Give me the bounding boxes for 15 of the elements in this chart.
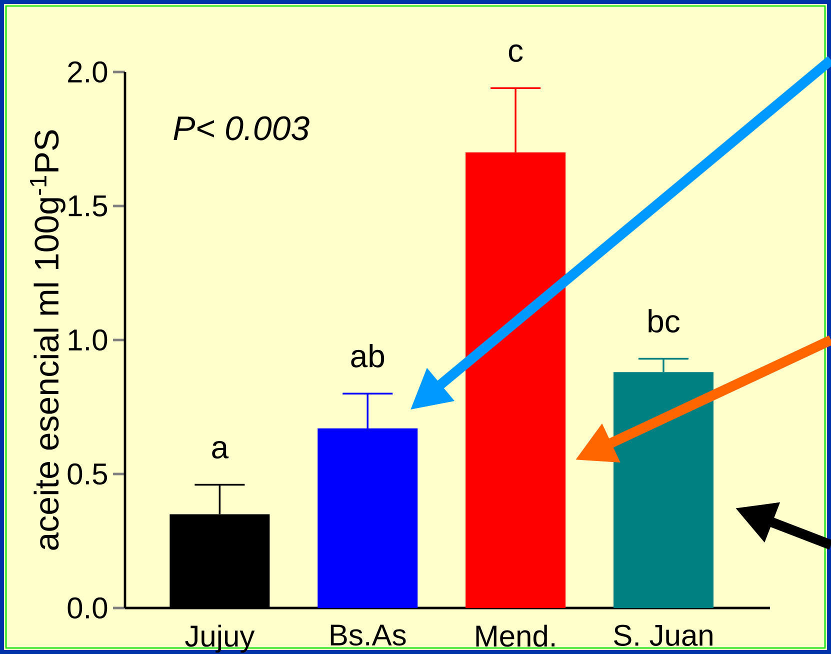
annotation: a [212, 441, 229, 459]
y-tick-label: 1.5 [68, 196, 108, 216]
annotation: P< 0.003 [174, 116, 310, 140]
x-tick-label: S. Juan [614, 624, 712, 646]
text: c [508, 44, 523, 62]
annotation: ab [351, 344, 384, 368]
y-tick-label: 2.0 [68, 61, 108, 83]
x-tick-label: Bs.As [330, 624, 406, 646]
x-tick-label: Mend. [476, 624, 554, 647]
y-tick-label: 0.5 [68, 463, 108, 485]
annotation: bc [648, 309, 680, 333]
y-axis-title: aceite esencial ml 100g$^{-1}$PS [30, 130, 66, 550]
x-tick-label: Jujuy [185, 624, 255, 653]
y-tick-label: 1.0 [68, 329, 108, 351]
y-tick-label: 0.0 [68, 597, 108, 619]
